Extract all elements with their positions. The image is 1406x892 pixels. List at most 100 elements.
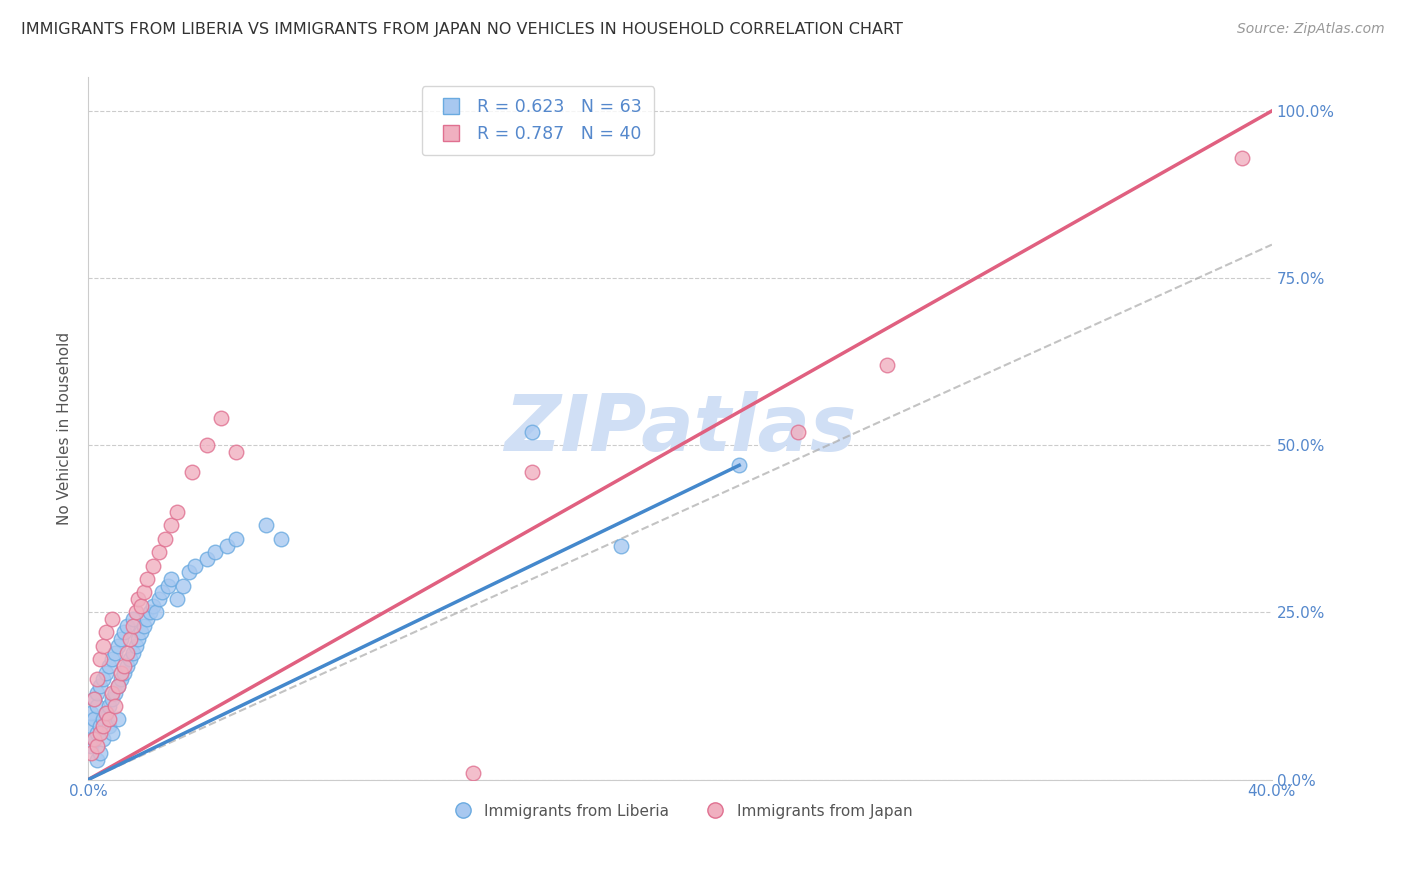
Point	[89, 652, 111, 666]
Point	[172, 579, 194, 593]
Point	[166, 505, 188, 519]
Point	[89, 679, 111, 693]
Point	[110, 632, 132, 647]
Point	[101, 726, 124, 740]
Point	[101, 686, 124, 700]
Y-axis label: No Vehicles in Household: No Vehicles in Household	[58, 332, 72, 525]
Point	[94, 665, 117, 680]
Point	[217, 539, 239, 553]
Point	[160, 572, 183, 586]
Point	[89, 726, 111, 740]
Point	[94, 706, 117, 720]
Point	[195, 552, 218, 566]
Point	[86, 739, 108, 754]
Point	[112, 665, 135, 680]
Point	[157, 579, 180, 593]
Point	[787, 425, 810, 439]
Point	[107, 679, 129, 693]
Point	[142, 558, 165, 573]
Point	[91, 713, 114, 727]
Point	[104, 646, 127, 660]
Point	[97, 719, 120, 733]
Point	[160, 518, 183, 533]
Point	[107, 639, 129, 653]
Point	[101, 652, 124, 666]
Point	[91, 673, 114, 687]
Point	[520, 425, 543, 439]
Point	[876, 358, 898, 372]
Point	[107, 713, 129, 727]
Point	[520, 465, 543, 479]
Point	[270, 532, 292, 546]
Point	[204, 545, 226, 559]
Point	[142, 599, 165, 613]
Point	[112, 659, 135, 673]
Text: IMMIGRANTS FROM LIBERIA VS IMMIGRANTS FROM JAPAN NO VEHICLES IN HOUSEHOLD CORREL: IMMIGRANTS FROM LIBERIA VS IMMIGRANTS FR…	[21, 22, 903, 37]
Point	[97, 713, 120, 727]
Point	[83, 713, 105, 727]
Point	[94, 625, 117, 640]
Point	[110, 673, 132, 687]
Point	[728, 458, 751, 473]
Point	[97, 659, 120, 673]
Point	[124, 606, 146, 620]
Point	[80, 739, 103, 754]
Point	[195, 438, 218, 452]
Point	[110, 665, 132, 680]
Point	[115, 646, 138, 660]
Point	[136, 572, 159, 586]
Point	[91, 719, 114, 733]
Point	[183, 558, 205, 573]
Point	[124, 639, 146, 653]
Point	[225, 532, 247, 546]
Point	[86, 753, 108, 767]
Point	[80, 719, 103, 733]
Point	[148, 545, 170, 559]
Point	[118, 632, 141, 647]
Point	[89, 746, 111, 760]
Point	[83, 732, 105, 747]
Point	[83, 732, 105, 747]
Point	[80, 706, 103, 720]
Point	[254, 518, 277, 533]
Text: ZIPatlas: ZIPatlas	[503, 391, 856, 467]
Point	[610, 539, 633, 553]
Point	[101, 612, 124, 626]
Point	[112, 625, 135, 640]
Point	[83, 692, 105, 706]
Point	[89, 719, 111, 733]
Point	[115, 659, 138, 673]
Text: Source: ZipAtlas.com: Source: ZipAtlas.com	[1237, 22, 1385, 37]
Point	[115, 619, 138, 633]
Point	[134, 585, 156, 599]
Point	[101, 692, 124, 706]
Point	[94, 706, 117, 720]
Point	[177, 566, 200, 580]
Point	[225, 445, 247, 459]
Point	[86, 673, 108, 687]
Point	[91, 732, 114, 747]
Point	[148, 592, 170, 607]
Point	[91, 639, 114, 653]
Point	[86, 726, 108, 740]
Point	[107, 679, 129, 693]
Point	[121, 619, 143, 633]
Point	[131, 625, 153, 640]
Point	[166, 592, 188, 607]
Point	[121, 612, 143, 626]
Point	[131, 599, 153, 613]
Point	[97, 699, 120, 714]
Point	[86, 686, 108, 700]
Point	[127, 592, 149, 607]
Point	[80, 746, 103, 760]
Point	[209, 411, 232, 425]
Point	[118, 652, 141, 666]
Point	[136, 612, 159, 626]
Point	[83, 692, 105, 706]
Point	[127, 632, 149, 647]
Point	[139, 606, 162, 620]
Point	[145, 606, 167, 620]
Point	[104, 699, 127, 714]
Point	[461, 766, 484, 780]
Point	[180, 465, 202, 479]
